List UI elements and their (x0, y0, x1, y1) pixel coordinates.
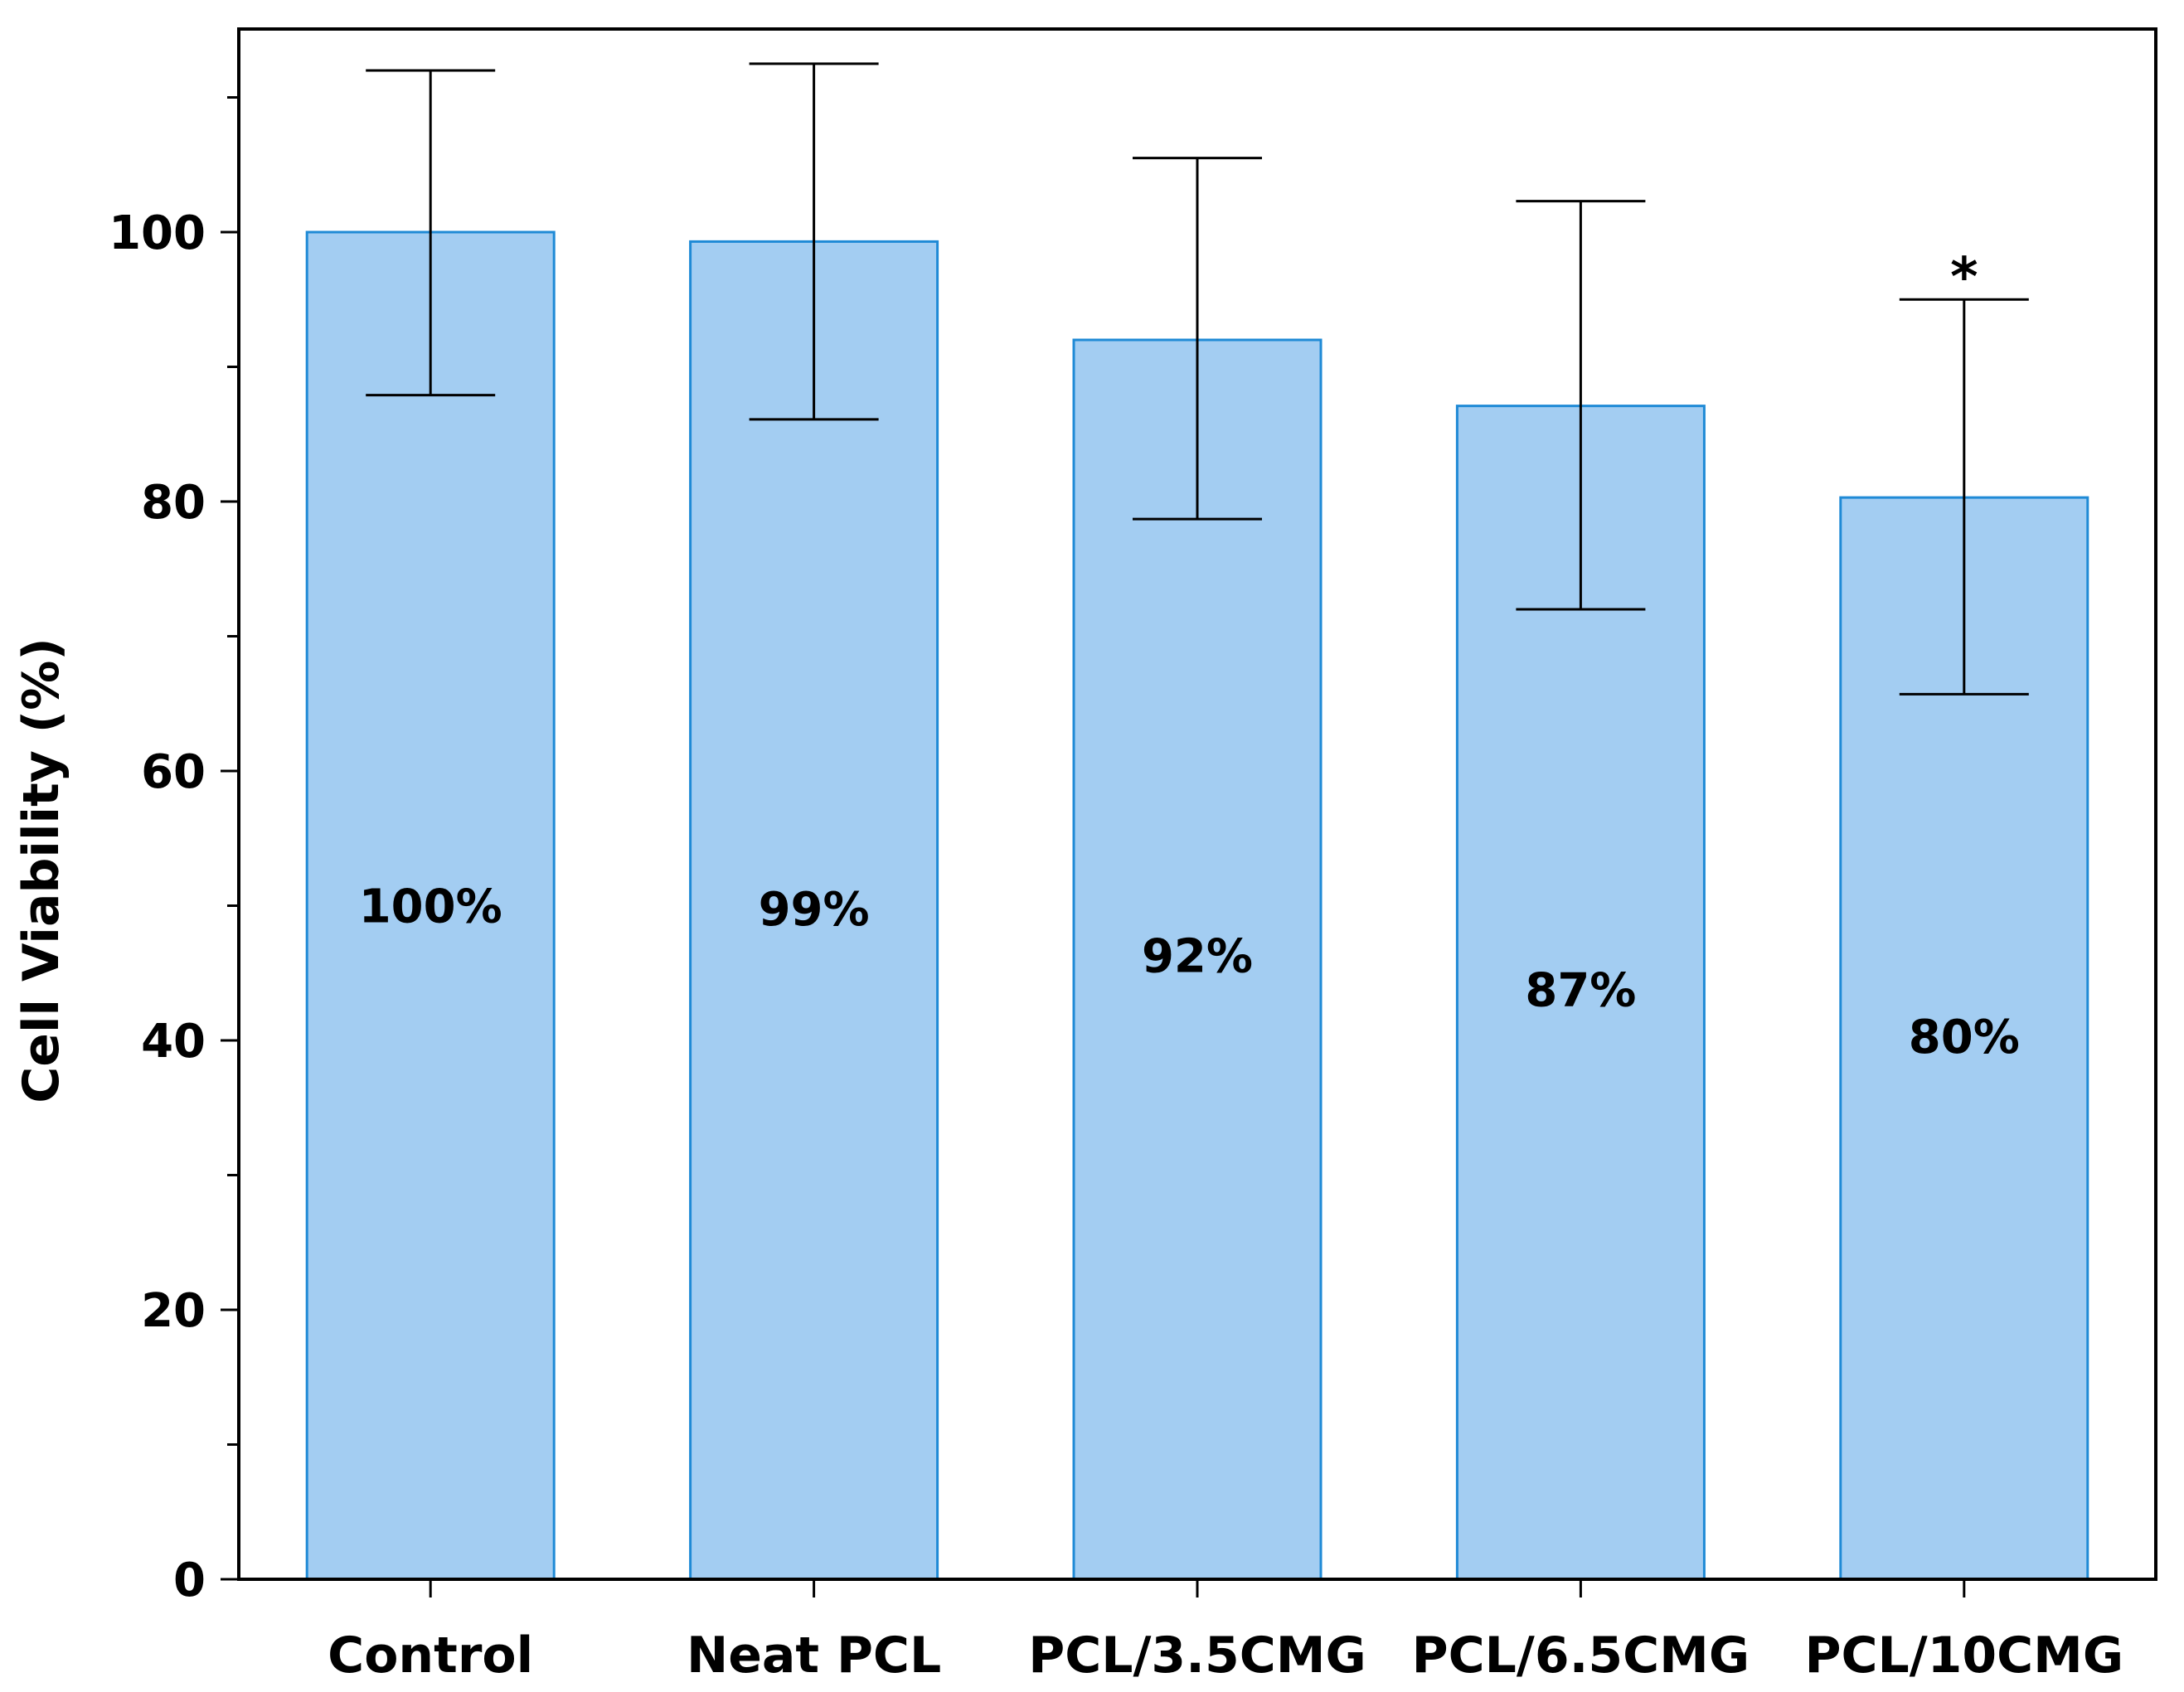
significance-marker-1: * (1950, 247, 1978, 308)
value-label-4: 87% (1525, 963, 1636, 1017)
value-label-5: 80% (1909, 1011, 2020, 1064)
x-category-label-3: PCL/3.5CMG (1028, 1627, 1366, 1685)
plot-frame (237, 27, 2157, 1581)
x-category-label-2: Neat PCL (687, 1627, 941, 1685)
y-tick-label-40: 40 (141, 1015, 206, 1069)
value-label-1: 100% (359, 880, 502, 934)
value-label-2: 99% (759, 883, 870, 937)
y-tick-label-100: 100 (109, 206, 206, 260)
x-category-label-1: Control (328, 1627, 533, 1685)
x-category-label-5: PCL/10CMG (1804, 1627, 2123, 1685)
value-labels-group: 100% 99% 92% 87% 80% * (359, 247, 2020, 1064)
bar-2 (689, 240, 939, 1581)
y-tick-label-80: 80 (141, 476, 206, 530)
axes-group: Control Neat PCL PCL/3.5CMG PCL/6.5CMG PCL/1… (109, 27, 2157, 1685)
x-category-label-4: PCL/6.5CMG (1412, 1627, 1750, 1685)
y-tick-label-0: 0 (173, 1554, 206, 1607)
y-axis-title: Cell Viability (%) (12, 638, 70, 1103)
y-tick-label-20: 20 (141, 1284, 206, 1338)
bar-1 (305, 230, 556, 1581)
error-bars-group (366, 62, 2029, 696)
y-tick-label-60: 60 (141, 745, 206, 799)
value-label-3: 92% (1142, 930, 1253, 984)
